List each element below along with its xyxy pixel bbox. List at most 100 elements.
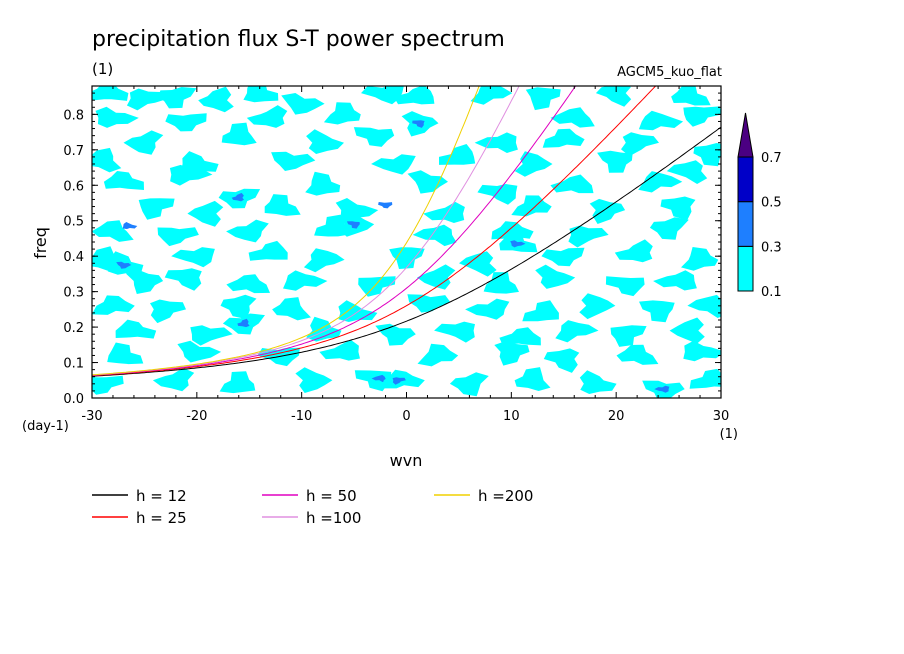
x-tick-label: 20	[608, 409, 625, 424]
contour-blob	[681, 247, 719, 271]
contour-blob	[483, 272, 519, 294]
contour-blob	[389, 247, 425, 269]
contour-blob	[303, 248, 345, 273]
y-tick-label: 0.8	[63, 108, 84, 123]
contour-blob	[589, 198, 626, 224]
contour-blob	[595, 86, 632, 107]
y-tick-label: 0.0	[63, 392, 84, 407]
contour-blob	[683, 106, 721, 127]
contour-blob	[92, 375, 124, 395]
contour-blob	[666, 160, 708, 184]
contour-blob	[543, 348, 580, 373]
contour-blob	[499, 231, 538, 253]
legend-label: h =200	[478, 487, 533, 505]
contour-blob	[165, 113, 207, 132]
contour-blob	[122, 222, 138, 229]
y-tick-label: 0.2	[63, 321, 84, 336]
y-tick-label: 0.7	[63, 144, 84, 159]
x-tick-label: -10	[291, 409, 312, 424]
contour-blob	[412, 224, 457, 247]
x-tick-label: 10	[503, 409, 520, 424]
dispersion-curve	[92, 126, 721, 377]
contour-blob	[514, 367, 551, 391]
y-tick-label: 0.1	[63, 357, 84, 372]
colorbar-label: 0.5	[761, 196, 782, 211]
y-tick-label: 0.3	[63, 286, 84, 301]
chart-subtitle-right: AGCM5_kuo_flat	[617, 65, 722, 80]
y-tick-label: 0.5	[63, 215, 84, 230]
legend: h = 12 h = 25 h = 50 h =100 h =200	[92, 487, 533, 527]
contour-blob	[180, 151, 219, 173]
legend-label: h = 12	[136, 487, 187, 505]
contour-blob	[243, 86, 279, 103]
contour-blob	[152, 367, 195, 392]
contour-blob	[346, 221, 360, 229]
contour-blob	[138, 198, 175, 220]
contour-blob	[579, 370, 617, 394]
contour-blob	[358, 276, 396, 297]
contour-blob	[177, 340, 222, 363]
contour-blob	[568, 225, 609, 248]
contour-blob	[237, 318, 250, 328]
chart-title: precipitation flux S-T power spectrum	[92, 27, 505, 52]
contour-blob	[555, 320, 599, 343]
x-tick-label: -30	[81, 409, 102, 424]
contour-blob	[417, 264, 456, 290]
dispersion-curve	[92, 86, 577, 376]
contour-blob	[107, 342, 144, 365]
y-unit-label: (day-1)	[22, 419, 69, 434]
contour-blob	[361, 86, 404, 105]
contour-blob	[187, 200, 224, 227]
contour-blob	[669, 317, 705, 344]
colorbar-label: 0.1	[761, 285, 782, 300]
legend-label: h = 25	[136, 509, 187, 527]
contour-blob	[169, 164, 213, 186]
contour-blob	[449, 372, 489, 397]
colorbar-arrow	[737, 112, 754, 158]
contour-blob	[272, 297, 311, 321]
y-tick-label: 0.6	[63, 179, 84, 194]
contour-blob	[248, 240, 288, 261]
contour-blob	[465, 298, 510, 320]
contour-blob	[95, 106, 139, 128]
contour-blob	[116, 261, 132, 269]
contour-blob	[649, 217, 689, 240]
dispersion-curves	[92, 86, 721, 377]
contour-blob	[323, 102, 361, 125]
contour-blob	[459, 251, 497, 277]
contour-blob	[92, 147, 122, 173]
contour-blob	[654, 385, 670, 393]
contour-blob	[638, 110, 684, 131]
contour-blob	[123, 130, 164, 155]
contour-blob	[597, 150, 633, 173]
contour-blob	[683, 340, 721, 362]
x-tick-label: 30	[713, 409, 730, 424]
contour-blob	[103, 171, 144, 190]
contour-blob	[281, 93, 325, 115]
contour-blob	[353, 127, 395, 147]
contour-blob	[660, 196, 696, 221]
contour-blob	[616, 344, 659, 365]
contour-blob	[423, 201, 465, 223]
contour-blob	[638, 171, 683, 193]
contour-blob	[190, 325, 233, 346]
contour-blob	[535, 264, 576, 289]
contour-blob	[439, 144, 476, 165]
x-axis-label: wvn	[390, 451, 423, 470]
contour-blob	[494, 341, 530, 366]
contour-blob	[220, 294, 257, 320]
contour-blob	[434, 321, 475, 343]
contour-blob	[610, 325, 647, 347]
contour-blob	[671, 86, 711, 106]
chart-subtitle-left: (1)	[92, 60, 113, 78]
contour-blob	[470, 86, 513, 105]
x-tick-label: 0	[402, 409, 410, 424]
contour-blob	[150, 299, 186, 324]
contour-blob	[221, 122, 257, 146]
contour-blob	[621, 132, 659, 157]
contour-blob	[264, 194, 301, 216]
contour-blob	[371, 154, 416, 175]
contour-blob	[306, 129, 344, 154]
contour-blob	[198, 86, 234, 113]
